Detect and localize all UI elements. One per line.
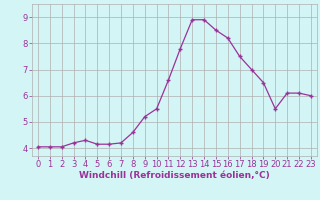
X-axis label: Windchill (Refroidissement éolien,°C): Windchill (Refroidissement éolien,°C): [79, 171, 270, 180]
